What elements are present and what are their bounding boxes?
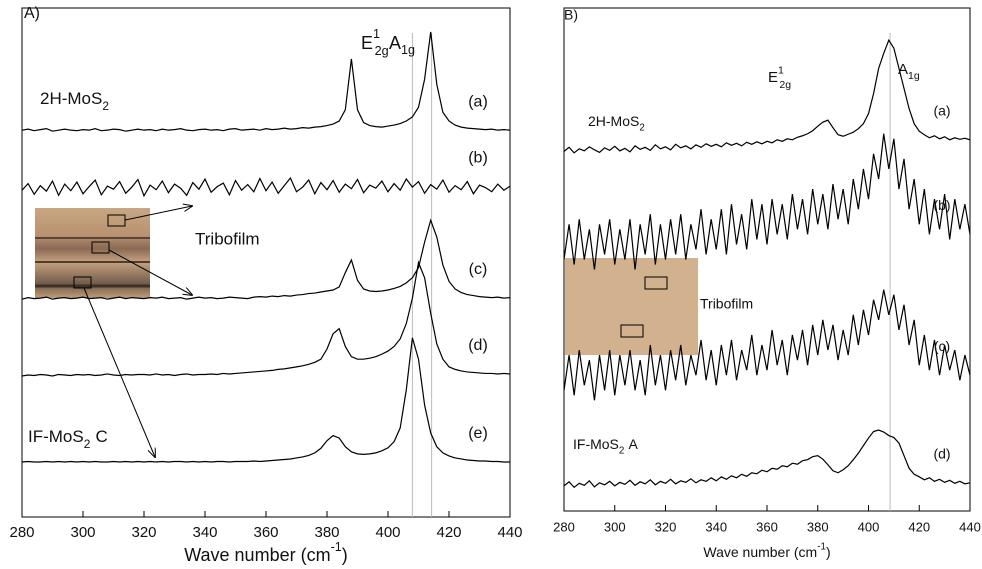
x-axis-label: Wave number (cm-1)	[184, 540, 348, 565]
series-label: (a)	[933, 102, 950, 118]
x-axis-label-after: )	[342, 545, 348, 565]
peak-label: E1 2g	[361, 27, 389, 58]
inset-photo-a	[35, 206, 192, 457]
spectrum-line	[563, 133, 971, 270]
inset-label: Tribofilm	[195, 229, 260, 248]
sample-label-text: IF-MoS	[28, 427, 84, 446]
x-axis-label-text: Wave number (cm	[703, 544, 817, 560]
sample-label-sub: 2	[639, 122, 644, 133]
x-axis-label-sup: -1	[817, 541, 826, 552]
peak-label-sub: 1g	[401, 44, 415, 58]
spectrum-line	[563, 289, 971, 401]
peak-label-text: A	[389, 33, 401, 53]
sample-label-text: 2H-MoS	[40, 89, 102, 108]
x-axis-label: Wave number (cm-1)	[703, 541, 830, 559]
panel-label: A)	[24, 5, 40, 22]
peak-label-sup: 1	[373, 27, 380, 41]
sample-label-sub: 2	[102, 99, 109, 113]
inset-label: Tribofilm	[700, 296, 753, 312]
peak-label-text: E	[768, 69, 778, 86]
x-tick-label: 400	[858, 519, 880, 534]
spectrum-line	[21, 31, 511, 132]
panel-label: B)	[564, 7, 578, 23]
series-label: (b)	[468, 149, 488, 166]
x-tick-label: 340	[192, 524, 217, 541]
sample-label-sub: 2	[619, 445, 624, 456]
sample-label: 2H-MoS2	[40, 89, 109, 112]
spectrum-line	[21, 218, 511, 300]
peak-label: E1 2g	[768, 64, 791, 90]
x-tick-label: 420	[908, 519, 930, 534]
peak-label-sub: 2g	[779, 79, 791, 91]
spectrum-line	[21, 260, 511, 377]
x-tick-label: 300	[70, 524, 95, 541]
sample-label-after: C	[95, 427, 107, 446]
spectrum-line	[563, 38, 971, 154]
sample-label-text: IF-MoS	[573, 436, 619, 452]
peak-label-sup: 1	[778, 64, 784, 76]
peak-label-sub: 1g	[908, 70, 920, 82]
peak-label-text: E	[361, 33, 373, 53]
x-tick-label: 280	[553, 519, 575, 534]
peak-label: A1g	[389, 33, 415, 58]
peak-label: A1g	[898, 61, 920, 82]
sample-label: IF-MoS2 C	[28, 427, 108, 450]
series-label: (b)	[933, 197, 950, 213]
sample-label-sub: 2	[84, 437, 91, 451]
x-tick-label: 320	[655, 519, 677, 534]
x-tick-label: 360	[253, 524, 278, 541]
spectrum-line	[563, 429, 971, 489]
x-tick-label: 300	[604, 519, 626, 534]
x-tick-label: 440	[497, 524, 522, 541]
x-tick-label: 280	[9, 524, 34, 541]
x-tick-label: 320	[131, 524, 156, 541]
series-label: (a)	[468, 93, 488, 110]
spectrum-line	[21, 337, 510, 463]
sample-label: 2H-MoS2	[588, 113, 645, 133]
x-axis-label-text: Wave number (cm	[184, 545, 330, 565]
series-label: (c)	[934, 338, 950, 354]
sample-label-after: A	[629, 436, 639, 452]
series-label: (d)	[933, 446, 950, 462]
x-tick-label: 380	[314, 524, 339, 541]
x-axis-label-sup: -1	[331, 540, 342, 554]
x-tick-label: 440	[959, 519, 981, 534]
x-tick-label: 420	[436, 524, 461, 541]
series-label: (c)	[469, 261, 488, 278]
x-tick-label: 360	[756, 519, 778, 534]
sample-label-text: 2H-MoS	[588, 113, 639, 129]
x-tick-label: 400	[375, 524, 400, 541]
x-tick-label: 340	[705, 519, 727, 534]
inset-photo-b	[565, 258, 698, 355]
x-axis-label-after: )	[826, 544, 831, 560]
spectrum-line	[21, 176, 511, 198]
peak-label-text: A	[898, 61, 908, 78]
sample-label: IF-MoS2 A	[573, 436, 639, 456]
series-label: (d)	[468, 337, 488, 354]
series-label: (e)	[468, 425, 488, 442]
peak-label-sub: 2g	[375, 44, 389, 58]
x-tick-label: 380	[807, 519, 829, 534]
